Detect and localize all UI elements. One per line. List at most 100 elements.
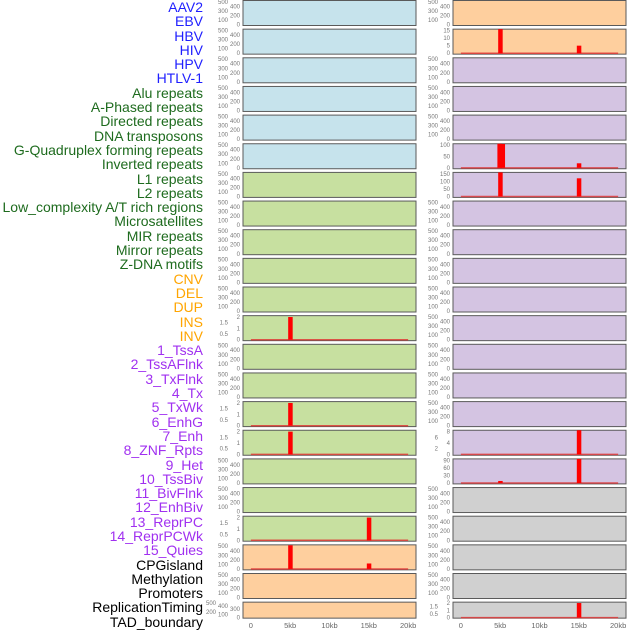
y-tick-label: 100 (218, 104, 229, 110)
bar (288, 402, 293, 426)
y-tick-label: 100 (218, 75, 229, 81)
panel-background (242, 429, 417, 456)
y-tick-label: 500 (428, 229, 439, 235)
y-tick-label: 500 (218, 372, 229, 378)
y-tick-label: 0 (447, 366, 451, 372)
bar (498, 480, 503, 483)
panel-background (242, 487, 417, 514)
y-tick-label: 400 (230, 262, 241, 268)
y-tick-label: 200 (440, 214, 451, 220)
y-tick-label: 0 (447, 309, 451, 315)
y-tick-label: 500 (218, 86, 229, 92)
y-tick-label: 300 (218, 38, 229, 44)
y-tick-label: 200 (230, 185, 241, 191)
track-label: DNA transposons (94, 127, 203, 144)
track-label: 1_TssA (157, 342, 203, 359)
y-tick-label: 0 (447, 252, 451, 258)
y-tick-label: 300 (428, 238, 439, 244)
y-tick-label: 0 (447, 23, 451, 29)
y-tick-label: 500 (428, 516, 439, 522)
y-tick-label: 500 (428, 487, 439, 493)
y-tick-label: 1 (237, 412, 241, 418)
track-labels: AAV2 EBV HBV HIV HPV HTLV-1 Alu repeats A-Phase… (0, 0, 204, 629)
y-tick-label: 300 (428, 582, 439, 588)
y-tick-label: 100 (428, 18, 439, 24)
track-label: Microsatellites (114, 213, 203, 230)
panel-14-reprpcwk: 0 2 4 6 8 (435, 430, 627, 458)
y-tick-label: 0 (447, 596, 451, 602)
y-tick-label: 500 (206, 601, 217, 607)
y-tick-label: 1 (237, 527, 241, 533)
y-tick-label: 2 (237, 401, 241, 407)
y-tick-label: 400 (230, 205, 241, 211)
y-tick-label: 300 (428, 66, 439, 72)
y-tick-label: 500 (218, 200, 229, 206)
y-tick-label: 100 (428, 505, 439, 511)
y-tick-label: 0 (447, 109, 451, 115)
y-tick-label: 200 (230, 14, 241, 20)
panel-background (452, 544, 627, 571)
y-tick-label: 1.5 (220, 521, 229, 527)
y-tick-label: 0 (447, 223, 451, 229)
track-label: HPV (174, 56, 203, 73)
y-tick-label: 150 (440, 172, 451, 178)
panel-background (242, 143, 417, 170)
y-tick-label: 300 (218, 181, 229, 187)
y-tick-label: 300 (428, 124, 439, 130)
track-label: G-Quadruplex forming repeats (13, 141, 203, 158)
y-tick-label: 400 (230, 176, 241, 182)
y-tick-label: 300 (218, 467, 229, 473)
y-tick-label: 0 (237, 538, 241, 544)
y-tick-label: 200 (230, 357, 241, 363)
panel-low-complexity-a-t-rich-regions: 0 0.5 1 1.5 2 (220, 401, 417, 430)
panel-background (242, 343, 417, 370)
track-label: 15_Quies (143, 542, 203, 559)
y-tick-label: 0.5 (220, 447, 229, 453)
x-tick-label: 15kb (361, 621, 377, 630)
panel-background (452, 458, 627, 485)
panel-background (242, 0, 417, 26)
y-tick-label: 0 (447, 280, 451, 286)
y-tick-label: 0 (237, 616, 241, 622)
y-tick-label: 400 (440, 90, 451, 96)
track-label: CNV (173, 270, 203, 287)
y-tick-label: 0 (447, 51, 451, 57)
y-tick-label: 200 (440, 415, 451, 421)
y-tick-label: 300 (218, 267, 229, 273)
y-tick-label: 500 (218, 29, 229, 35)
y-tick-label: 100 (428, 390, 439, 396)
y-tick-label: 500 (428, 57, 439, 63)
track-label: A-Phased repeats (90, 99, 203, 116)
x-tick-label: 0 (459, 621, 463, 630)
bar (576, 178, 582, 197)
y-tick-label: 300 (230, 607, 241, 613)
y-tick-label: 0 (237, 309, 241, 315)
y-tick-label: 400 (230, 4, 241, 10)
panel-background (452, 0, 627, 26)
y-tick-label: 200 (440, 587, 451, 593)
y-tick-label: 300 (428, 525, 439, 531)
y-tick-label: 300 (428, 95, 439, 101)
y-tick-label: 300 (218, 124, 229, 130)
y-tick-label: 400 (440, 520, 451, 526)
y-tick-label: 0 (447, 424, 451, 430)
y-tick-label: 0 (237, 567, 241, 573)
y-tick-label: 500 (218, 0, 229, 6)
y-tick-label: 500 (218, 573, 229, 579)
y-tick-label: 400 (218, 604, 229, 610)
panel-background (452, 229, 627, 256)
y-tick-label: 400 (440, 62, 451, 68)
y-tick-label: 100 (218, 18, 229, 24)
y-tick-label: 100 (428, 305, 439, 311)
panel-background (242, 57, 417, 84)
panel-background (242, 372, 417, 399)
y-tick-label: 1 (447, 608, 451, 614)
track-label: 7_Enh (162, 427, 203, 444)
y-tick-label: 100 (428, 333, 439, 339)
panel-background (452, 143, 627, 170)
